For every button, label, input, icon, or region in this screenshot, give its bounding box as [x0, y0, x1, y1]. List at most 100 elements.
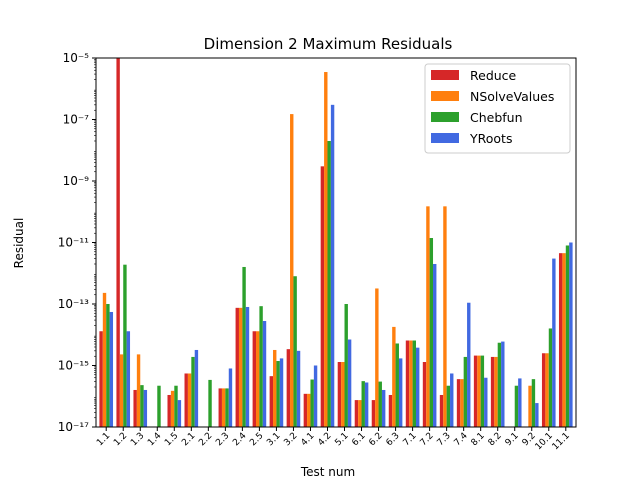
y-axis-title: Residual: [12, 218, 26, 269]
x-tick-label: 1.2: [112, 431, 129, 448]
x-tick-label: 1.4: [146, 431, 163, 448]
x-axis-ticks: 1.1 1.2 1.3 1.4 1.5 2.1 2.2 2.3 2.4 2.5 3.1 3.2 4.1 4…: [95, 427, 572, 452]
x-tick-label: 11.1: [551, 431, 572, 452]
x-tick-label: 5.1: [333, 431, 350, 448]
bar-reduce-1.3: [133, 389, 137, 427]
bar-chebfun-7.3: [446, 385, 451, 427]
bar-yroots-2.4: [245, 306, 250, 427]
bar-nsolvevalues-3.1: [273, 349, 277, 427]
bar-yroots-7.4: [467, 302, 471, 427]
x-tick-label: 2.4: [231, 431, 248, 448]
x-tick-label: 2.3: [214, 431, 231, 448]
legend-label-reduce: Reduce: [470, 68, 517, 83]
bar-yroots-1.2: [126, 331, 131, 427]
bar-nsolvevalues-7.2: [426, 206, 430, 427]
bars-group: [99, 58, 573, 428]
bar-chebfun-7.1: [412, 340, 416, 427]
bar-reduce-8.2: [490, 356, 495, 427]
bar-yroots-4.2: [330, 104, 335, 427]
legend-swatch-reduce: [431, 70, 459, 80]
bar-chebfun-1.2: [123, 264, 127, 427]
bar-yroots-3.2: [296, 350, 301, 427]
legend-swatch-nsolvevalues: [431, 91, 459, 101]
bar-chebfun-5.1: [344, 304, 348, 427]
bar-nsolvevalues-1.5: [170, 390, 175, 427]
bar-yroots-9.1: [518, 378, 522, 427]
x-tick-label: 3.1: [265, 431, 282, 448]
bar-reduce-7.1: [405, 340, 410, 427]
bar-yroots-6.3: [398, 358, 403, 427]
y-tick-label: 10⁻⁹: [63, 174, 90, 188]
bar-nsolvevalues-8.2: [494, 356, 498, 427]
bar-nsolvevalues-2.3: [221, 388, 226, 427]
bar-chebfun-3.1: [276, 361, 280, 427]
y-tick-label: 10⁻¹³: [58, 297, 89, 311]
x-axis-title: Test num: [300, 465, 355, 479]
x-tick-label: 2.2: [197, 431, 214, 448]
bar-chebfun-7.4: [463, 356, 468, 427]
legend: Reduce NSolveValues Chebfun YRoots: [424, 63, 571, 154]
bar-reduce-7.3: [439, 394, 444, 427]
bar-reduce-2.3: [218, 388, 222, 427]
bar-chebfun-6.1: [361, 381, 365, 427]
bar-reduce-10.1: [541, 353, 546, 427]
bar-nsolvevalues-6.3: [392, 326, 396, 427]
bar-reduce-1.1: [99, 331, 103, 427]
bar-nsolvevalues-6.1: [358, 400, 362, 427]
bar-reduce-1.2: [116, 58, 120, 427]
bar-chebfun-11.1: [565, 245, 570, 427]
bar-chebfun-3.2: [293, 276, 297, 427]
bar-nsolvevalues-4.1: [307, 393, 311, 427]
y-tick-label: 10⁻¹⁵: [58, 359, 89, 373]
bar-reduce-11.1: [558, 253, 563, 427]
bar-chebfun-4.1: [310, 379, 314, 427]
bar-yroots-8.2: [501, 341, 505, 427]
bar-chebfun-10.1: [548, 328, 553, 427]
bar-reduce-3.1: [269, 376, 274, 427]
bar-chebfun-2.3: [225, 388, 229, 427]
bar-nsolvevalues-5.1: [341, 362, 345, 427]
bar-chebfun-2.2: [208, 379, 212, 427]
bar-yroots-7.3: [450, 373, 454, 427]
x-tick-label: 6.3: [384, 431, 401, 448]
x-tick-label: 6.1: [350, 431, 367, 448]
bar-chebfun-1.4: [157, 385, 161, 427]
y-tick-label: 10⁻⁷: [63, 113, 90, 127]
x-tick-label: 9.1: [504, 431, 521, 448]
x-tick-label: 7.2: [419, 431, 436, 448]
bar-chebfun-2.5: [259, 306, 263, 427]
x-tick-label: 4.1: [299, 431, 316, 448]
y-tick-label: 10⁻¹¹: [58, 236, 89, 250]
bar-reduce-3.2: [286, 349, 291, 427]
bar-nsolvevalues-6.2: [375, 288, 379, 427]
legend-label-nsolvevalues: NSolveValues: [470, 89, 554, 104]
bar-yroots-5.1: [347, 339, 352, 427]
bar-nsolvevalues-1.3: [136, 354, 141, 427]
bar-reduce-4.2: [320, 166, 325, 427]
bar-nsolvevalues-1.2: [119, 354, 124, 427]
bar-reduce-4.1: [303, 393, 308, 427]
bar-yroots-11.1: [569, 242, 573, 427]
bar-reduce-1.5: [167, 394, 171, 427]
bar-reduce-2.1: [184, 373, 188, 427]
x-tick-label: 10.1: [534, 431, 555, 452]
x-tick-label: 6.2: [367, 431, 384, 448]
bar-chebfun-2.4: [242, 266, 246, 427]
x-tick-label: 8.2: [487, 431, 504, 448]
legend-swatch-chebfun: [431, 112, 459, 122]
bar-reduce-8.1: [473, 355, 478, 427]
bar-chebfun-8.1: [480, 355, 485, 427]
bar-chebfun-6.2: [378, 381, 382, 427]
bar-nsolvevalues-7.1: [409, 340, 413, 427]
bar-chebfun-1.3: [140, 385, 144, 427]
x-tick-label: 2.1: [180, 431, 197, 448]
y-axis-ticks: 10⁻¹⁷ 10⁻¹⁵ 10⁻¹³ 10⁻¹¹ 10⁻⁹ 10⁻⁷ 10⁻⁵: [58, 51, 96, 434]
legend-label-yroots: YRoots: [469, 131, 512, 146]
bar-chebfun-6.3: [395, 343, 399, 427]
bar-yroots-1.5: [177, 400, 182, 427]
bar-chebfun-8.2: [497, 342, 502, 427]
x-tick-label: 4.2: [316, 431, 333, 448]
bar-chebfun-9.1: [514, 385, 519, 427]
bar-nsolvevalues-10.1: [545, 353, 549, 427]
